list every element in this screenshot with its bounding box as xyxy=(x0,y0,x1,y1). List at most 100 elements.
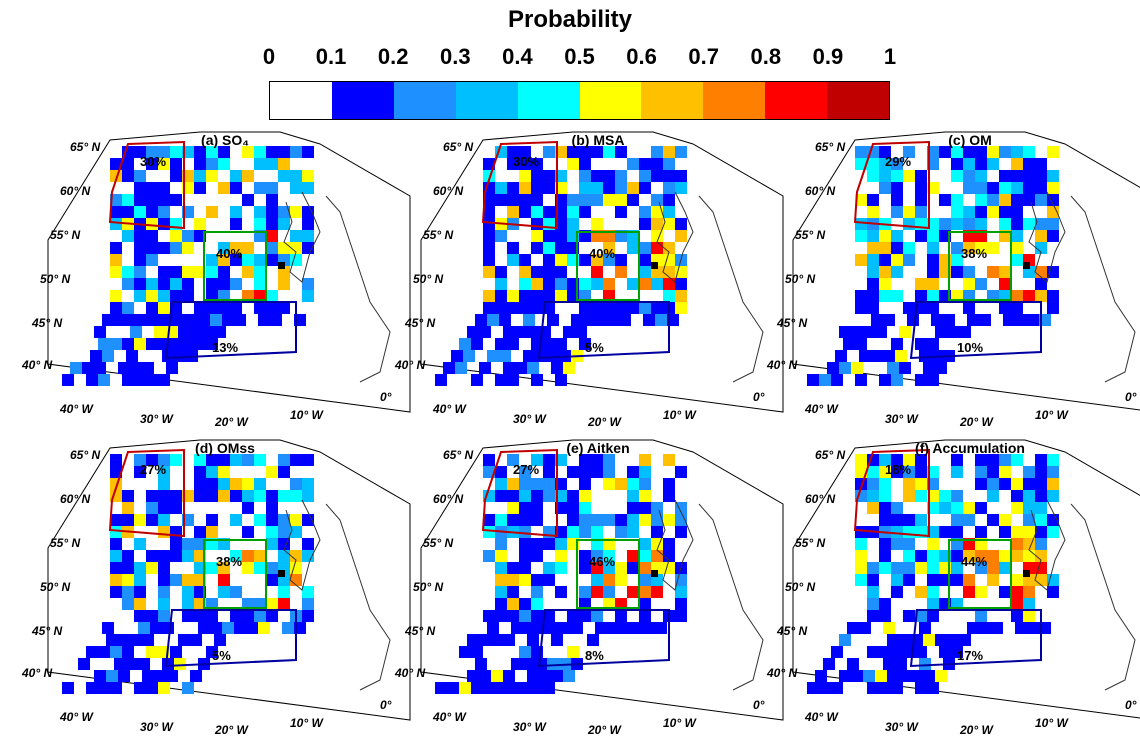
grid-cell xyxy=(915,478,927,490)
grid-cell xyxy=(266,302,278,314)
region-percentage-label: 38% xyxy=(961,246,988,261)
grid-cell xyxy=(290,454,302,466)
grid-cell xyxy=(987,242,999,254)
grid-cell xyxy=(278,302,290,314)
grid-cell xyxy=(194,338,206,350)
grid-cell xyxy=(1023,514,1035,526)
grid-cell xyxy=(467,670,479,682)
grid-cell xyxy=(903,146,915,158)
grid-cell xyxy=(919,658,931,670)
grid-cell xyxy=(134,586,146,598)
grid-cell xyxy=(206,490,218,502)
region-box-green xyxy=(576,539,640,609)
grid-cell xyxy=(122,574,134,586)
grid-cell xyxy=(543,170,555,182)
grid-cell xyxy=(158,242,170,254)
grid-cell xyxy=(951,254,963,266)
grid-cell xyxy=(567,526,579,538)
grid-cell xyxy=(495,610,507,622)
longitude-label: 40° W xyxy=(60,710,93,724)
grid-cell xyxy=(146,562,158,574)
grid-cell xyxy=(999,586,1011,598)
grid-cell xyxy=(879,538,891,550)
grid-cell xyxy=(591,302,603,314)
grid-cell xyxy=(266,526,278,538)
grid-cell xyxy=(627,242,639,254)
grid-cell xyxy=(242,550,254,562)
grid-cell xyxy=(110,254,122,266)
region-box-blue xyxy=(537,301,670,360)
grid-cell xyxy=(290,550,302,562)
grid-cell xyxy=(278,526,290,538)
grid-cell xyxy=(639,254,651,266)
longitude-label: 30° W xyxy=(513,720,546,734)
grid-cell xyxy=(246,622,258,634)
grid-cell xyxy=(839,362,851,374)
grid-cell xyxy=(1023,550,1035,562)
grid-cell xyxy=(999,194,1011,206)
grid-cell xyxy=(134,682,146,694)
grid-cell xyxy=(927,338,939,350)
grid-cell xyxy=(591,182,603,194)
grid-cell xyxy=(495,290,507,302)
latitude-label: 60° N xyxy=(433,184,464,198)
grid-cell xyxy=(555,254,567,266)
grid-cell xyxy=(467,634,479,646)
grid-cell xyxy=(158,374,170,386)
map-panel: (b) MSA 30% 40% 5% 65° N 60° N 55° N 50° N 45° N… xyxy=(395,131,784,432)
colorbar-swatch xyxy=(270,82,332,119)
grid-cell xyxy=(831,682,843,694)
grid-cell xyxy=(651,586,663,598)
grid-cell xyxy=(507,682,519,694)
grid-cell xyxy=(254,610,266,622)
grid-cell xyxy=(867,610,879,622)
grid-cell xyxy=(907,314,919,326)
grid-cell xyxy=(627,194,639,206)
grid-cell xyxy=(182,230,194,242)
grid-cell xyxy=(567,194,579,206)
grid-cell xyxy=(242,266,254,278)
grid-cell xyxy=(483,230,495,242)
grid-cell xyxy=(122,230,134,242)
grid-cell xyxy=(975,170,987,182)
grid-cell xyxy=(891,338,903,350)
grid-cell xyxy=(903,550,915,562)
grid-cell xyxy=(543,230,555,242)
grid-cell xyxy=(110,574,122,586)
grid-cell xyxy=(218,278,230,290)
grid-cell xyxy=(278,170,290,182)
grid-cell xyxy=(615,562,627,574)
grid-cell xyxy=(959,326,971,338)
grid-cell xyxy=(483,158,495,170)
grid-cell xyxy=(927,550,939,562)
grid-cell xyxy=(214,326,226,338)
grid-cell xyxy=(855,574,867,586)
grid-cell xyxy=(831,646,843,658)
grid-cell xyxy=(254,550,266,562)
grid-cell xyxy=(915,278,927,290)
grid-cell xyxy=(146,550,158,562)
grid-cell xyxy=(839,326,851,338)
grid-cell xyxy=(122,266,134,278)
grid-cell xyxy=(951,194,963,206)
grid-cell xyxy=(867,278,879,290)
grid-cell xyxy=(1047,526,1059,538)
grid-cell xyxy=(230,478,242,490)
latitude-label: 40° N xyxy=(22,666,53,680)
grid-cell xyxy=(1035,242,1047,254)
grid-cell xyxy=(567,514,579,526)
grid-cell xyxy=(579,194,591,206)
grid-cell xyxy=(134,194,146,206)
grid-cell xyxy=(122,374,134,386)
grid-cell xyxy=(987,266,999,278)
grid-cell xyxy=(206,454,218,466)
grid-cell xyxy=(531,454,543,466)
grid-cell xyxy=(567,158,579,170)
grid-cell xyxy=(663,550,675,562)
grid-cell xyxy=(915,610,927,622)
coastline xyxy=(283,191,391,383)
grid-cell xyxy=(507,610,519,622)
grid-cell xyxy=(1011,170,1023,182)
longitude-label: 20° W xyxy=(215,415,248,429)
grid-cell xyxy=(447,682,459,694)
